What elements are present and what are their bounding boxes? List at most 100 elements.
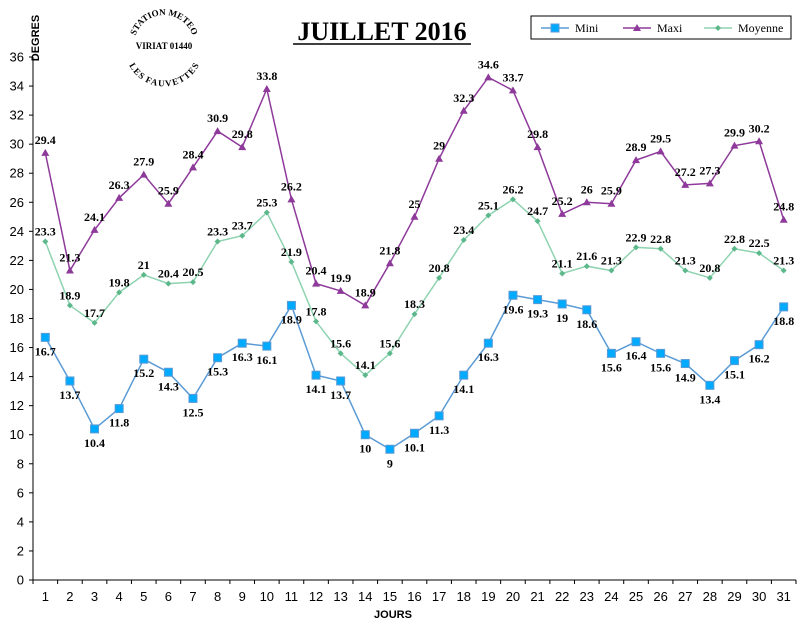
data-point-moyenne xyxy=(756,250,763,257)
data-point-moyenne xyxy=(460,237,467,244)
data-label-maxi: 26 xyxy=(581,182,593,196)
data-label-mini: 9 xyxy=(387,456,393,470)
data-point-mini xyxy=(606,348,616,358)
data-label-mini: 10 xyxy=(359,442,371,456)
data-label-moyenne: 21.1 xyxy=(552,256,573,270)
data-point-mini xyxy=(483,338,493,348)
x-tick-label: 3 xyxy=(91,589,98,604)
data-point-mini xyxy=(557,299,567,309)
data-label-maxi: 25.9 xyxy=(158,184,179,198)
data-label-moyenne: 25.3 xyxy=(256,195,277,209)
chart-title: JUILLET 2016 xyxy=(297,17,466,46)
data-point-moyenne xyxy=(780,267,787,274)
data-point-mini xyxy=(582,305,592,315)
y-tick-label: 36 xyxy=(10,50,24,65)
data-point-mini xyxy=(286,300,296,310)
data-point-mini xyxy=(410,428,419,438)
data-point-mini xyxy=(459,370,469,380)
data-point-maxi xyxy=(336,286,345,294)
data-point-mini xyxy=(311,370,321,380)
data-point-moyenne xyxy=(337,350,344,357)
data-label-mini: 13.4 xyxy=(699,392,720,406)
data-point-moyenne xyxy=(485,212,492,219)
y-tick-label: 4 xyxy=(17,514,24,529)
data-label-maxi: 34.6 xyxy=(478,57,499,71)
y-tick-label: 26 xyxy=(10,195,24,210)
legend-marker-maxi xyxy=(633,24,641,31)
legend-label-maxi: Maxi xyxy=(657,21,683,35)
data-point-maxi xyxy=(681,180,690,188)
data-label-mini: 14.3 xyxy=(158,379,179,393)
data-point-mini xyxy=(213,353,223,363)
data-label-maxi: 29.8 xyxy=(232,127,253,141)
data-point-moyenne xyxy=(534,218,541,225)
legend-marker-moyenne xyxy=(715,25,721,31)
data-point-maxi xyxy=(755,137,764,145)
x-tick-label: 10 xyxy=(260,589,274,604)
x-tick-label: 12 xyxy=(309,589,323,604)
x-tick-label: 27 xyxy=(678,589,692,604)
data-point-mini xyxy=(90,424,100,434)
data-label-maxi: 27.3 xyxy=(699,163,720,177)
data-label-maxi: 27.9 xyxy=(133,155,154,169)
data-point-mini xyxy=(434,411,444,421)
data-point-maxi xyxy=(508,86,517,94)
data-label-moyenne: 23.3 xyxy=(35,225,56,239)
data-point-moyenne xyxy=(633,244,640,251)
data-label-maxi: 20.4 xyxy=(306,264,327,278)
data-label-mini: 15.2 xyxy=(133,366,154,380)
data-point-maxi xyxy=(533,143,542,151)
data-label-mini: 16.3 xyxy=(232,350,253,364)
legend-box xyxy=(530,15,792,40)
x-tick-label: 29 xyxy=(727,589,741,604)
data-point-moyenne xyxy=(583,263,590,270)
data-point-mini xyxy=(680,359,690,369)
data-point-maxi xyxy=(656,147,665,155)
legend-marker-mini xyxy=(550,23,560,33)
data-label-moyenne: 20.4 xyxy=(158,267,179,281)
x-tick-label: 9 xyxy=(239,589,246,604)
data-label-moyenne: 23.4 xyxy=(453,223,474,237)
data-point-moyenne xyxy=(509,196,516,203)
x-tick-label: 26 xyxy=(653,589,667,604)
data-label-maxi: 18.9 xyxy=(355,285,376,299)
data-point-mini xyxy=(779,302,789,312)
x-tick-label: 23 xyxy=(580,589,594,604)
y-tick-label: 20 xyxy=(10,282,24,297)
data-label-mini: 11.8 xyxy=(109,416,129,430)
data-label-maxi: 24.1 xyxy=(84,210,105,224)
x-tick-label: 17 xyxy=(432,589,446,604)
y-tick-label: 14 xyxy=(10,369,24,384)
data-point-mini xyxy=(114,404,124,414)
data-point-mini xyxy=(360,430,370,440)
data-point-moyenne xyxy=(313,318,320,325)
x-tick-label: 14 xyxy=(358,589,372,604)
data-label-moyenne: 21.3 xyxy=(675,254,696,268)
x-tick-label: 30 xyxy=(752,589,766,604)
legend: Mini Maxi Moyenne xyxy=(530,15,792,40)
data-point-moyenne xyxy=(608,267,615,274)
data-label-maxi: 19.9 xyxy=(330,271,351,285)
data-label-mini: 10.1 xyxy=(404,440,425,454)
data-label-moyenne: 22.5 xyxy=(749,236,770,250)
data-label-moyenne: 14.1 xyxy=(355,358,376,372)
y-tick-label: 28 xyxy=(10,166,24,181)
y-tick-label: 22 xyxy=(10,253,24,268)
x-tick-label: 18 xyxy=(456,589,470,604)
data-label-moyenne: 18.9 xyxy=(59,288,80,302)
data-point-moyenne xyxy=(411,311,418,318)
data-label-moyenne: 25.1 xyxy=(478,198,499,212)
data-label-mini: 16.7 xyxy=(35,344,56,358)
data-point-maxi xyxy=(164,199,173,207)
data-point-mini xyxy=(163,367,173,377)
x-tick-label: 24 xyxy=(604,589,618,604)
data-label-moyenne: 17.7 xyxy=(84,306,105,320)
data-label-mini: 15.1 xyxy=(724,368,745,382)
data-label-moyenne: 18.3 xyxy=(404,297,425,311)
x-tick-label: 31 xyxy=(776,589,790,604)
x-axis-title: JOURS xyxy=(374,609,412,621)
data-label-maxi: 26.2 xyxy=(281,179,302,193)
data-point-moyenne xyxy=(559,270,566,277)
data-label-maxi: 26.3 xyxy=(109,178,130,192)
